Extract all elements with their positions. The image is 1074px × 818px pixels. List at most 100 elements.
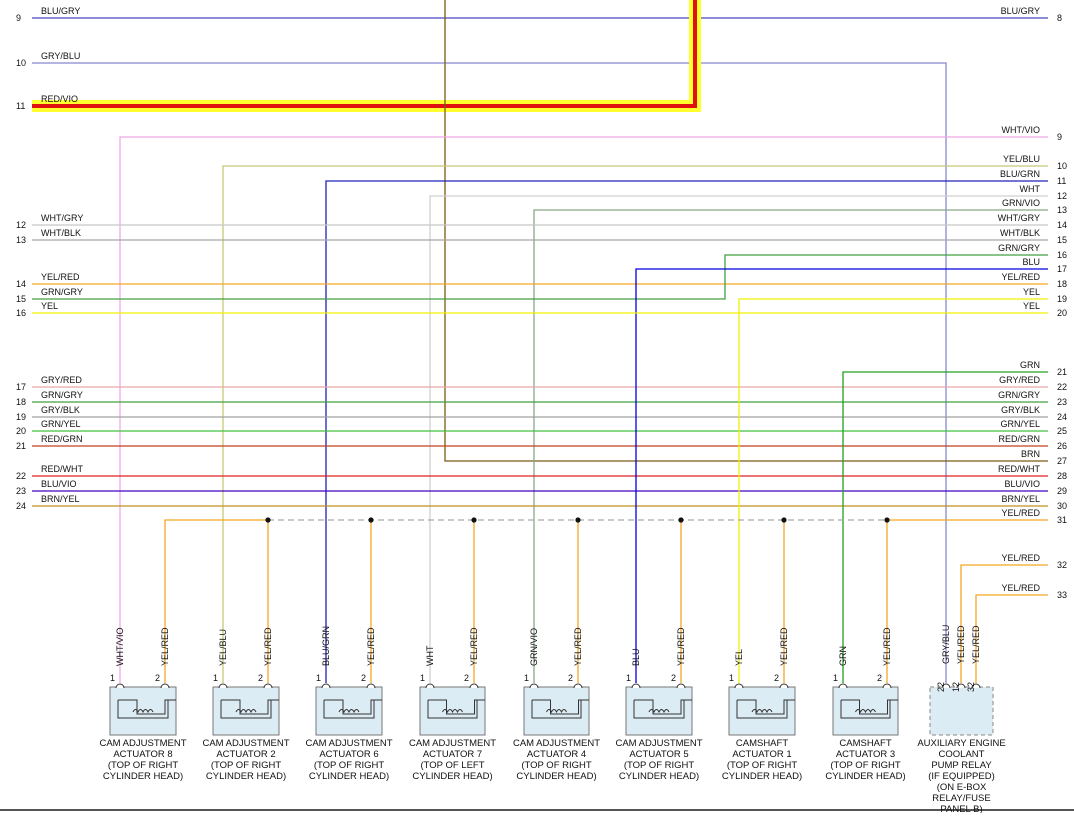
pin — [573, 683, 583, 689]
right-wire-label: YEL — [1023, 301, 1040, 311]
wire — [635, 268, 1048, 683]
wire — [533, 209, 1048, 683]
left-pin-number: 20 — [16, 426, 26, 436]
pin — [971, 683, 981, 689]
left-pin-number: 19 — [16, 412, 26, 422]
pin — [160, 683, 170, 689]
pin-wire-label: YEL/RED — [971, 625, 981, 664]
pin-wire-label: YEL/RED — [469, 627, 479, 666]
splice-dot — [884, 517, 890, 523]
right-pin-number: 10 — [1057, 161, 1067, 171]
right-pin-number: 27 — [1057, 456, 1067, 466]
wire — [429, 195, 1048, 683]
right-pin-number: 19 — [1057, 294, 1067, 304]
right-wire-label: YEL/RED — [1001, 553, 1040, 563]
pin — [218, 683, 228, 689]
left-wire-label: BRN/YEL — [41, 494, 80, 504]
component-name: (ON E-BOX — [937, 782, 987, 793]
pin-number: 32 — [966, 682, 976, 692]
pin-number: 2 — [464, 673, 469, 683]
right-wire-label: GRN/YEL — [1000, 419, 1040, 429]
component-name: ACTUATOR 8 — [113, 749, 172, 760]
component-name: (IF EQUIPPED) — [928, 771, 995, 782]
pin — [676, 683, 686, 689]
pin-wire-label: YEL/RED — [676, 627, 686, 666]
right-wire-label: YEL/BLU — [1003, 154, 1040, 164]
pin-number: 1 — [833, 673, 838, 683]
solenoid-symbol — [736, 699, 795, 719]
right-wire-label: GRN/GRY — [998, 390, 1040, 400]
pin-wire-label: YEL/RED — [779, 627, 789, 666]
pin-wire-label: GRY/BLU — [941, 625, 951, 664]
pin-wire-label: BLU/GRN — [321, 626, 331, 666]
right-pin-number: 14 — [1057, 220, 1067, 230]
right-wire-label: RED/GRN — [998, 434, 1040, 444]
component-name: CAM ADJUSTMENT — [202, 738, 289, 749]
left-wire-label: GRY/RED — [41, 375, 82, 385]
right-pin-number: 30 — [1057, 501, 1067, 511]
component-name: ACTUATOR 1 — [732, 749, 791, 760]
right-wire-label: GRN/GRY — [998, 243, 1040, 253]
pin — [469, 683, 479, 689]
pin — [263, 683, 273, 689]
right-wire-label: BRN/YEL — [1001, 494, 1040, 504]
right-pin-number: 13 — [1057, 205, 1067, 215]
right-pin-number: 23 — [1057, 397, 1067, 407]
pin — [838, 683, 848, 689]
left-wire-label: GRY/BLU — [41, 51, 80, 61]
solenoid-symbol — [531, 699, 589, 719]
pin-wire-label: WHT — [425, 645, 435, 666]
pin — [321, 683, 331, 689]
coil — [546, 709, 567, 714]
wire — [32, 254, 1048, 300]
right-pin-number: 17 — [1057, 264, 1067, 274]
component-name: CAMSHAFT — [736, 738, 788, 749]
pin-number: 12 — [951, 682, 961, 692]
right-pin-number: 16 — [1057, 250, 1067, 260]
component-name: CYLINDER HEAD) — [619, 771, 699, 782]
left-wire-label: BLU/VIO — [41, 479, 77, 489]
left-pin-number: 16 — [16, 308, 26, 318]
left-pin-number: 22 — [16, 471, 26, 481]
component-name: CYLINDER HEAD) — [309, 771, 389, 782]
wire — [32, 0, 701, 112]
pin-number: 2 — [155, 673, 160, 683]
left-pin-number: 11 — [16, 101, 25, 111]
pin-number: 1 — [626, 673, 631, 683]
right-wire-label: BLU/GRN — [1000, 169, 1040, 179]
left-pin-number: 21 — [16, 441, 26, 451]
left-wire-label: GRN/YEL — [41, 419, 81, 429]
left-pin-number: 10 — [16, 58, 26, 68]
left-wire-label: GRY/BLK — [41, 405, 80, 415]
pin-wire-label: YEL — [734, 649, 744, 666]
right-wire-label: WHT/GRY — [998, 213, 1040, 223]
pin-number: 1 — [420, 673, 425, 683]
component-name: PANEL B) — [940, 804, 982, 813]
pin-number: 2 — [568, 673, 573, 683]
pin-wire-label: YEL/RED — [956, 625, 966, 664]
wire — [164, 519, 268, 683]
wire — [222, 165, 1048, 683]
right-pin-number: 24 — [1057, 412, 1067, 422]
component-name: (TOP OF RIGHT — [727, 760, 798, 771]
coil — [442, 709, 463, 714]
pin — [956, 683, 966, 689]
right-pin-number: 8 — [1057, 13, 1062, 23]
component-name: ACTUATOR 7 — [423, 749, 482, 760]
left-pin-number: 18 — [16, 397, 26, 407]
right-wire-label: WHT/BLK — [1000, 228, 1040, 238]
right-wire-label: GRN — [1020, 360, 1040, 370]
pin-wire-label: YEL/RED — [160, 627, 170, 666]
left-pin-number: 12 — [16, 220, 26, 230]
component-name: (TOP OF RIGHT — [108, 760, 179, 771]
component-name: ACTUATOR 5 — [629, 749, 688, 760]
wire — [444, 0, 1048, 462]
component-name: COOLANT — [939, 749, 985, 760]
solenoid-symbol — [633, 699, 692, 719]
left-pin-number: 14 — [16, 279, 26, 289]
pin-number: 22 — [936, 682, 946, 692]
coil — [132, 709, 154, 714]
pin-number: 2 — [774, 673, 779, 683]
splice-dot — [368, 517, 374, 523]
